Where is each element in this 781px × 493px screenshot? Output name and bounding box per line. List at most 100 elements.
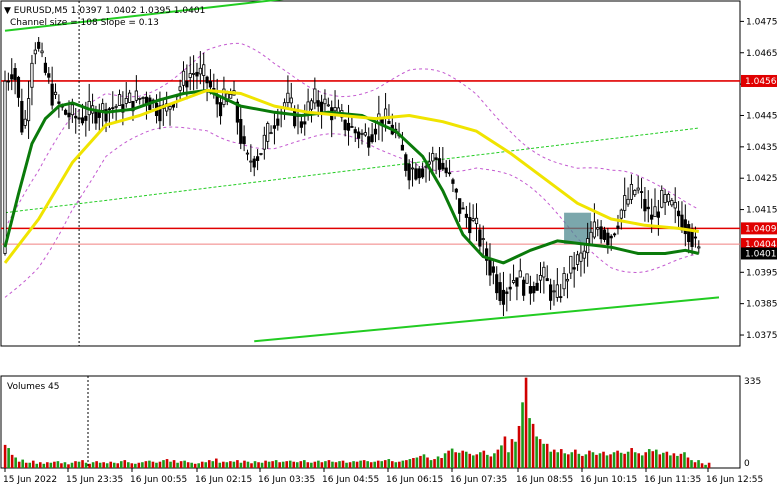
- volume-bar: [341, 460, 345, 468]
- fast-moving-average: [3, 88, 700, 265]
- volume-bar: [243, 460, 246, 468]
- candle-body: [562, 273, 566, 290]
- slow-moving-average: [3, 88, 700, 264]
- volume-bar: [447, 450, 450, 468]
- volume-bar: [549, 451, 552, 468]
- candle-body: [434, 157, 438, 160]
- time-tick-label: 16 Jun 04:55: [322, 475, 379, 485]
- candle-body: [229, 93, 233, 99]
- volume-bar: [574, 449, 577, 468]
- candle-body: [693, 236, 698, 239]
- price-level-label: 1.0404: [745, 240, 777, 250]
- current-price-tag: [741, 247, 777, 260]
- volume-bar: [690, 460, 693, 468]
- volume-bar: [24, 462, 28, 468]
- volume-bar: [398, 461, 401, 468]
- volume-bar: [338, 461, 341, 468]
- volume-bar: [486, 454, 489, 468]
- volume-bar: [352, 461, 355, 468]
- volume-bar: [436, 456, 440, 468]
- candle-body: [316, 100, 320, 107]
- time-axis: 15 Jun 2022 15 Jun 23:35 16 Jun 00:55 16 Ju…: [3, 468, 763, 485]
- moving-averages: [3, 88, 700, 265]
- volume-bar: [475, 454, 479, 468]
- time-tick-label: 16 Jun 02:15: [195, 475, 252, 485]
- volume-bar: [320, 462, 324, 468]
- candle-body: [84, 115, 88, 121]
- volume-bar: [313, 461, 317, 468]
- volume-bar: [355, 461, 359, 468]
- volume-bar: [626, 451, 630, 468]
- candle-body: [57, 101, 61, 104]
- volume-bar: [141, 462, 144, 468]
- candle-body: [128, 92, 132, 103]
- volume-bar: [577, 453, 581, 468]
- volume-bar: [348, 462, 352, 468]
- volume-bar: [394, 462, 398, 468]
- price-tick-label: 1.0415: [746, 206, 778, 216]
- volume-bar: [211, 461, 215, 468]
- volume-bar: [457, 452, 461, 468]
- volume-bar: [144, 461, 148, 468]
- candle-body: [525, 273, 529, 284]
- volume-bar: [672, 453, 676, 468]
- volume-bar: [401, 460, 405, 468]
- volume-bar: [644, 452, 648, 468]
- candle-body: [272, 125, 277, 129]
- candle-body: [350, 126, 354, 128]
- candle-body: [495, 274, 499, 294]
- candle-body: [20, 100, 24, 133]
- candle-body: [609, 235, 613, 239]
- volume-bar: [461, 450, 464, 468]
- volume-bar: [538, 439, 542, 468]
- candle-body: [188, 73, 192, 78]
- candle-body: [343, 119, 347, 131]
- candle-body: [13, 68, 17, 80]
- candle-body: [309, 100, 314, 110]
- volume-bar: [521, 402, 524, 468]
- time-tick-label: 16 Jun 08:55: [516, 475, 573, 485]
- volume-bar: [686, 457, 690, 468]
- volume-bar: [605, 455, 609, 468]
- candle-body: [549, 284, 553, 301]
- volume-bar: [524, 377, 528, 468]
- volume-bar: [602, 451, 605, 468]
- candle-body: [10, 74, 14, 80]
- candle-body: [683, 219, 687, 235]
- candle-body: [559, 296, 563, 299]
- volume-bar: [155, 462, 158, 468]
- volume-bar: [598, 453, 602, 468]
- volume-panel[interactable]: Volumes 45: [0, 375, 741, 469]
- volume-bar: [7, 448, 10, 468]
- candle-body: [646, 206, 650, 210]
- candle-body: [114, 105, 118, 108]
- volume-bar: [317, 460, 320, 468]
- price-panel[interactable]: ▼ EURUSD,M5 1.0397 1.0402 1.0395 1.0401 …: [0, 0, 741, 347]
- volume-bar: [510, 439, 514, 468]
- volume-bar: [679, 453, 683, 468]
- volume-axis: 335 0: [744, 377, 761, 469]
- volume-bar: [17, 461, 21, 468]
- candle-body: [313, 88, 317, 104]
- volume-bar: [56, 461, 60, 468]
- volume-bar: [514, 441, 517, 468]
- volume-bar: [239, 462, 243, 468]
- candle-body: [545, 278, 549, 282]
- volume-bar: [158, 461, 162, 468]
- candle-body: [286, 92, 290, 103]
- candle-body: [37, 41, 41, 49]
- volume-bar: [422, 454, 426, 468]
- volume-bar: [271, 461, 274, 468]
- volume-bar: [383, 460, 387, 468]
- candle-body: [252, 158, 256, 168]
- candle-body: [30, 62, 34, 88]
- volume-bar: [10, 454, 14, 468]
- volume-bar: [669, 455, 672, 468]
- volume-bar: [310, 462, 313, 468]
- price-tick-label: 1.0475: [746, 17, 778, 27]
- candle-body: [168, 106, 172, 110]
- volume-bar: [433, 459, 436, 468]
- candle-body: [198, 67, 202, 75]
